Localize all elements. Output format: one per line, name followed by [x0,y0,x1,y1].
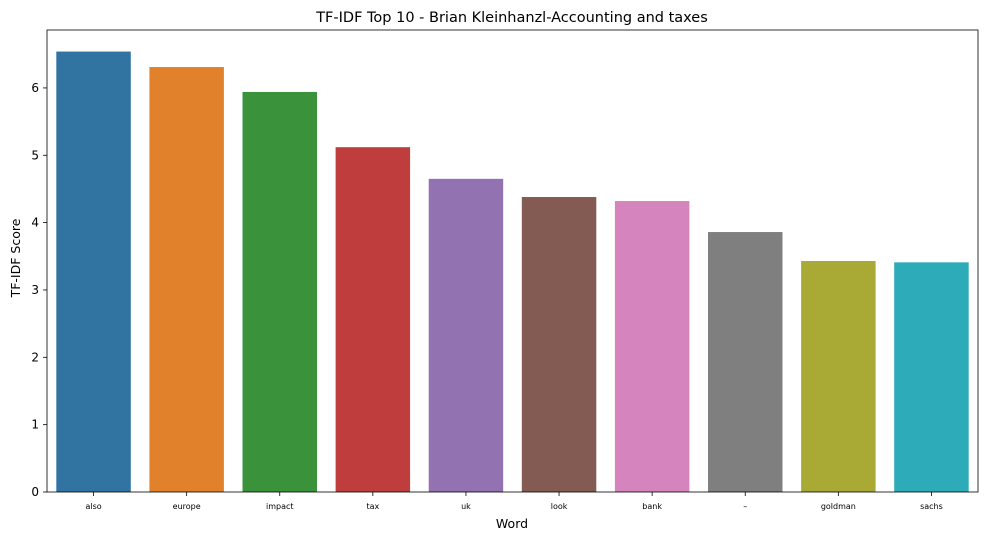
x-tick-label: uk [461,502,471,511]
bar-5 [428,178,504,492]
y-tick-label: 0 [31,485,39,499]
y-tick-label: 5 [31,148,39,162]
x-tick-label: sachs [920,502,943,511]
bar-2 [149,67,224,492]
plot-frame [46,29,979,493]
bar-8 [708,232,783,492]
x-tick-label: europe [173,502,201,511]
y-tick-label: 2 [31,350,39,364]
x-tick-label: impact [266,502,294,511]
y-tick-label: 3 [31,283,39,297]
y-tick-label: 1 [31,418,39,432]
x-tick-label: look [551,502,568,511]
bar-3 [242,91,317,493]
y-tick-label: 6 [31,81,39,95]
x-tick-label: goldman [821,502,856,511]
bar-4 [335,147,411,493]
x-tick-label: also [85,502,101,511]
bar-10 [894,262,969,492]
bar-7 [614,201,690,492]
y-tick-label: 4 [31,216,39,230]
x-tick-label: bank [642,502,662,511]
bar-9 [801,261,876,492]
bar-1 [56,51,131,492]
x-axis-label: Word [496,516,528,531]
bars-group [56,51,969,493]
y-axis-label: TF-IDF Score [8,218,23,298]
x-tick-label: – [743,502,747,511]
x-axis-ticks: also europe impact tax uk look bank – goldman sac… [85,492,943,511]
y-axis-ticks: 0 1 2 3 4 5 6 [31,81,47,499]
bar-6 [521,197,597,493]
x-tick-label: tax [366,502,379,511]
chart-title: TF-IDF Top 10 - Brian Kleinhanzl-Account… [315,10,708,26]
